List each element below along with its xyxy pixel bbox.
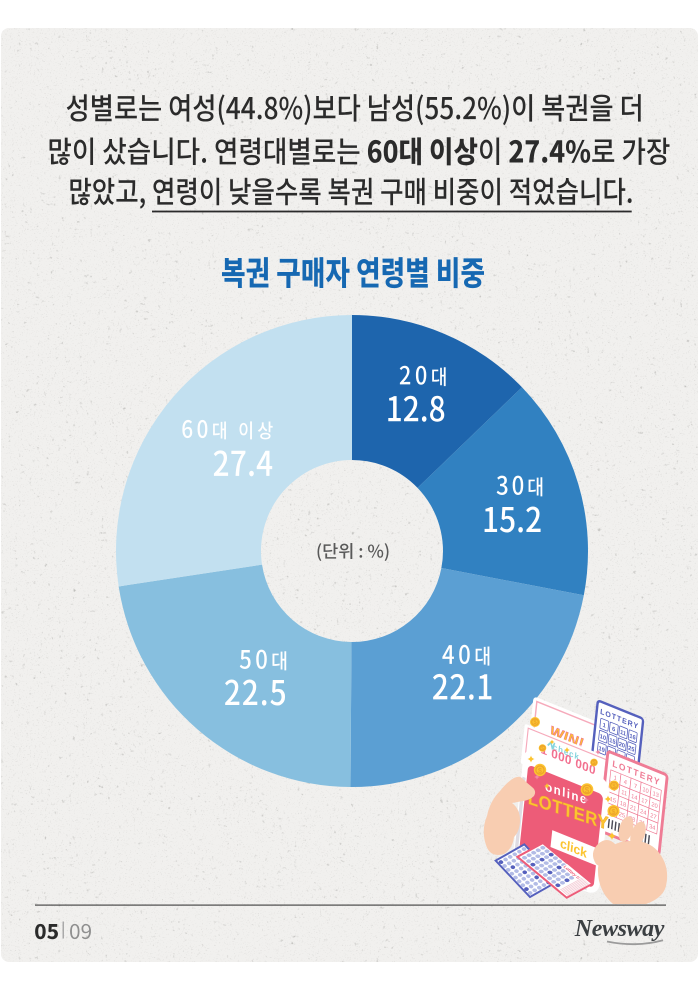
svg-text:1: 1	[602, 723, 606, 730]
svg-text:4: 4	[623, 779, 627, 786]
svg-text:7: 7	[634, 783, 638, 790]
svg-text:19: 19	[598, 746, 605, 755]
svg-text:20: 20	[618, 742, 625, 751]
svg-text:24: 24	[640, 809, 647, 818]
svg-text:15: 15	[609, 738, 616, 747]
svg-text:11: 11	[620, 730, 627, 739]
svg-text:10: 10	[642, 787, 649, 796]
svg-text:17: 17	[641, 798, 648, 807]
svg-text:$: $	[533, 720, 537, 726]
svg-text:14: 14	[631, 794, 638, 803]
svg-text:21: 21	[630, 805, 637, 814]
svg-text:$: $	[612, 784, 616, 790]
svg-text:$: $	[538, 768, 542, 775]
svg-text:11: 11	[621, 790, 628, 799]
svg-text:20: 20	[651, 802, 658, 811]
svg-text:18: 18	[620, 801, 627, 810]
svg-text:1: 1	[613, 775, 617, 782]
svg-text:27: 27	[650, 813, 657, 822]
svg-text:$: $	[541, 746, 544, 752]
svg-text:10: 10	[599, 734, 606, 743]
svg-text:16: 16	[629, 733, 636, 742]
svg-text:25: 25	[618, 812, 625, 821]
svg-text:25: 25	[628, 745, 635, 754]
svg-text:$: $	[593, 760, 596, 766]
svg-text:$: $	[585, 786, 590, 795]
svg-text:13: 13	[652, 791, 659, 800]
svg-text:34: 34	[649, 824, 656, 833]
svg-text:15: 15	[609, 797, 616, 806]
svg-text:$: $	[612, 809, 616, 816]
svg-text:6: 6	[612, 726, 616, 733]
